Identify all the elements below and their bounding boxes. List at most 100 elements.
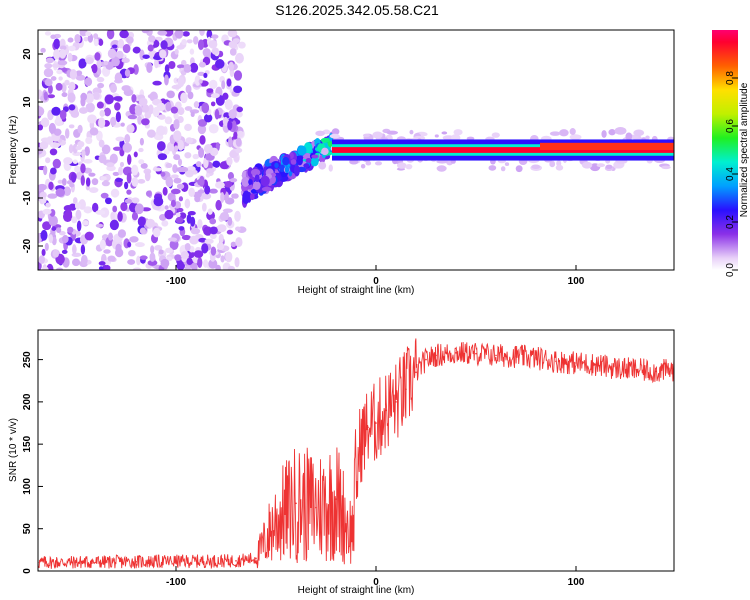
noise-mark: [109, 83, 117, 93]
noise-mark: [180, 92, 188, 104]
noise-mark: [98, 266, 104, 270]
snr-frame: [37, 329, 675, 572]
noise-mark: [199, 30, 205, 36]
halo-mark: [318, 161, 327, 170]
noise-mark: [197, 189, 205, 194]
noise-mark: [107, 48, 117, 59]
noise-mark: [59, 49, 67, 59]
noise-mark: [92, 92, 100, 100]
noise-mark: [222, 92, 229, 100]
snr-point: [635, 368, 637, 371]
noise-mark: [207, 208, 213, 215]
onset-mark: [310, 157, 319, 167]
onset-mark: [242, 192, 250, 204]
noise-mark: [140, 163, 148, 169]
noise-mark: [215, 181, 225, 189]
noise-mark: [88, 187, 99, 193]
step-band: [540, 142, 674, 150]
noise-mark: [182, 31, 190, 37]
colorbar-tick-label: 0.8: [725, 71, 736, 85]
noise-mark: [97, 82, 105, 89]
noise-mark: [190, 111, 195, 117]
noise-mark: [72, 143, 78, 154]
noise-mark: [178, 196, 184, 202]
noise-mark: [156, 125, 166, 136]
noise-mark: [129, 236, 139, 243]
halo-mark: [328, 164, 333, 172]
noise-mark: [61, 249, 68, 255]
snr-plot: -100 0 100 0 50 100 150 200 250 Height of straig…: [8, 329, 675, 596]
noise-mark: [95, 223, 104, 228]
noise-mark: [203, 113, 213, 123]
noise-mark: [38, 255, 46, 264]
halo-mark: [531, 164, 541, 170]
noise-mark: [96, 101, 104, 109]
onset-mark: [250, 193, 255, 201]
noise-mark: [87, 114, 97, 124]
noise-mark: [83, 206, 93, 214]
onset-mark: [284, 166, 290, 174]
noise-mark: [52, 158, 61, 169]
noise-mark: [107, 255, 116, 262]
snr-point: [351, 532, 353, 534]
noise-mark: [95, 209, 106, 215]
noise-mark: [197, 119, 208, 127]
colorbar-tick-label: 0.2: [725, 215, 736, 229]
noise-mark: [91, 178, 99, 186]
onset-mark: [261, 186, 272, 192]
noise-mark: [177, 207, 184, 213]
noise-mark: [193, 101, 200, 109]
noise-mark: [105, 162, 115, 168]
noise-mark: [177, 76, 185, 88]
noise-mark: [198, 79, 203, 84]
noise-mark: [72, 159, 78, 164]
colorbar-tick-label: 0.4: [725, 167, 736, 181]
halo-mark: [549, 160, 556, 168]
x-tick-label: 0: [373, 276, 379, 287]
noise-mark: [201, 202, 207, 212]
halo-mark: [405, 163, 413, 170]
noise-mark: [227, 265, 235, 270]
y-tick-label: -20: [22, 238, 33, 253]
noise-mark: [148, 104, 154, 115]
noise-mark: [170, 188, 181, 195]
noise-mark: [175, 212, 181, 218]
noise-mark: [203, 72, 208, 79]
noise-mark: [232, 38, 240, 44]
noise-mark: [45, 202, 51, 208]
halo-mark: [581, 161, 593, 169]
noise-mark: [77, 140, 85, 148]
halo-mark: [386, 130, 399, 135]
noise-mark: [59, 45, 67, 51]
noise-mark: [67, 226, 74, 234]
noise-mark: [146, 62, 153, 74]
snr-point: [375, 422, 377, 424]
spectrogram-ylabel: Frequency (Hz): [8, 116, 19, 185]
halo-mark: [372, 131, 383, 139]
noise-mark: [127, 259, 136, 265]
noise-mark: [128, 249, 136, 257]
noise-mark: [84, 93, 95, 104]
snr-point: [515, 355, 517, 358]
noise-mark: [78, 199, 86, 210]
noise-mark: [189, 48, 195, 55]
halo-mark: [331, 128, 340, 135]
noise-mark: [96, 67, 102, 76]
noise-mark: [51, 106, 61, 116]
noise-mark: [63, 186, 72, 196]
noise-mark: [121, 57, 130, 64]
noise-mark: [80, 175, 85, 186]
noise-mark: [133, 64, 139, 75]
noise-mark: [206, 30, 213, 40]
noise-mark: [167, 237, 178, 242]
noise-mark: [184, 265, 191, 270]
noise-mark: [92, 202, 99, 213]
noise-mark: [45, 157, 51, 164]
noise-mark: [126, 124, 135, 134]
noise-mark: [68, 124, 75, 129]
noise-mark: [76, 220, 82, 232]
onset-mark: [274, 162, 279, 169]
noise-mark: [82, 220, 89, 226]
noise-mark: [80, 92, 88, 101]
onset-mark: [320, 137, 330, 143]
